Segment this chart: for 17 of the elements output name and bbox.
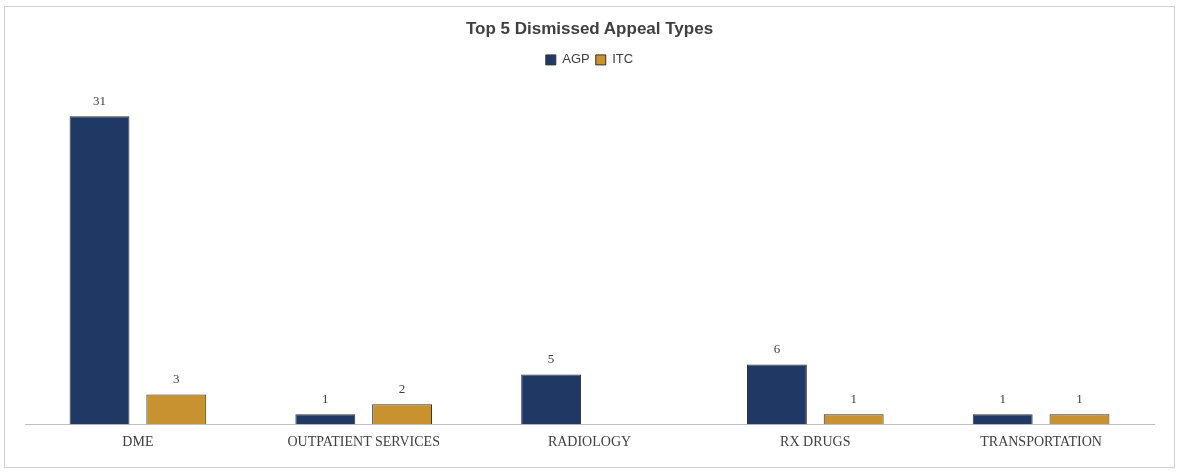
legend-label: AGP — [562, 51, 590, 67]
data-label: 2 — [398, 381, 406, 397]
data-label: 1 — [999, 391, 1006, 407]
x-tick-label: TRANSPORTATION — [980, 434, 1102, 450]
x-tick-label: RX DRUGS — [780, 434, 851, 450]
chart-title: Top 5 Dismissed Appeal Types — [465, 18, 714, 38]
x-tick-label: RADIOLOGY — [547, 434, 632, 450]
x-tick-label: OUTPATIENT SERVICES — [287, 434, 440, 450]
data-label: 6 — [773, 341, 781, 357]
data-label: 1 — [850, 391, 857, 407]
legend-label: ITC — [612, 51, 634, 67]
data-label: 5 — [547, 351, 555, 367]
x-tick-label: DME — [122, 434, 154, 450]
data-label: 1 — [322, 391, 329, 407]
data-label: 31 — [93, 93, 107, 109]
data-label: 1 — [1076, 391, 1083, 407]
data-label: 3 — [173, 371, 180, 387]
